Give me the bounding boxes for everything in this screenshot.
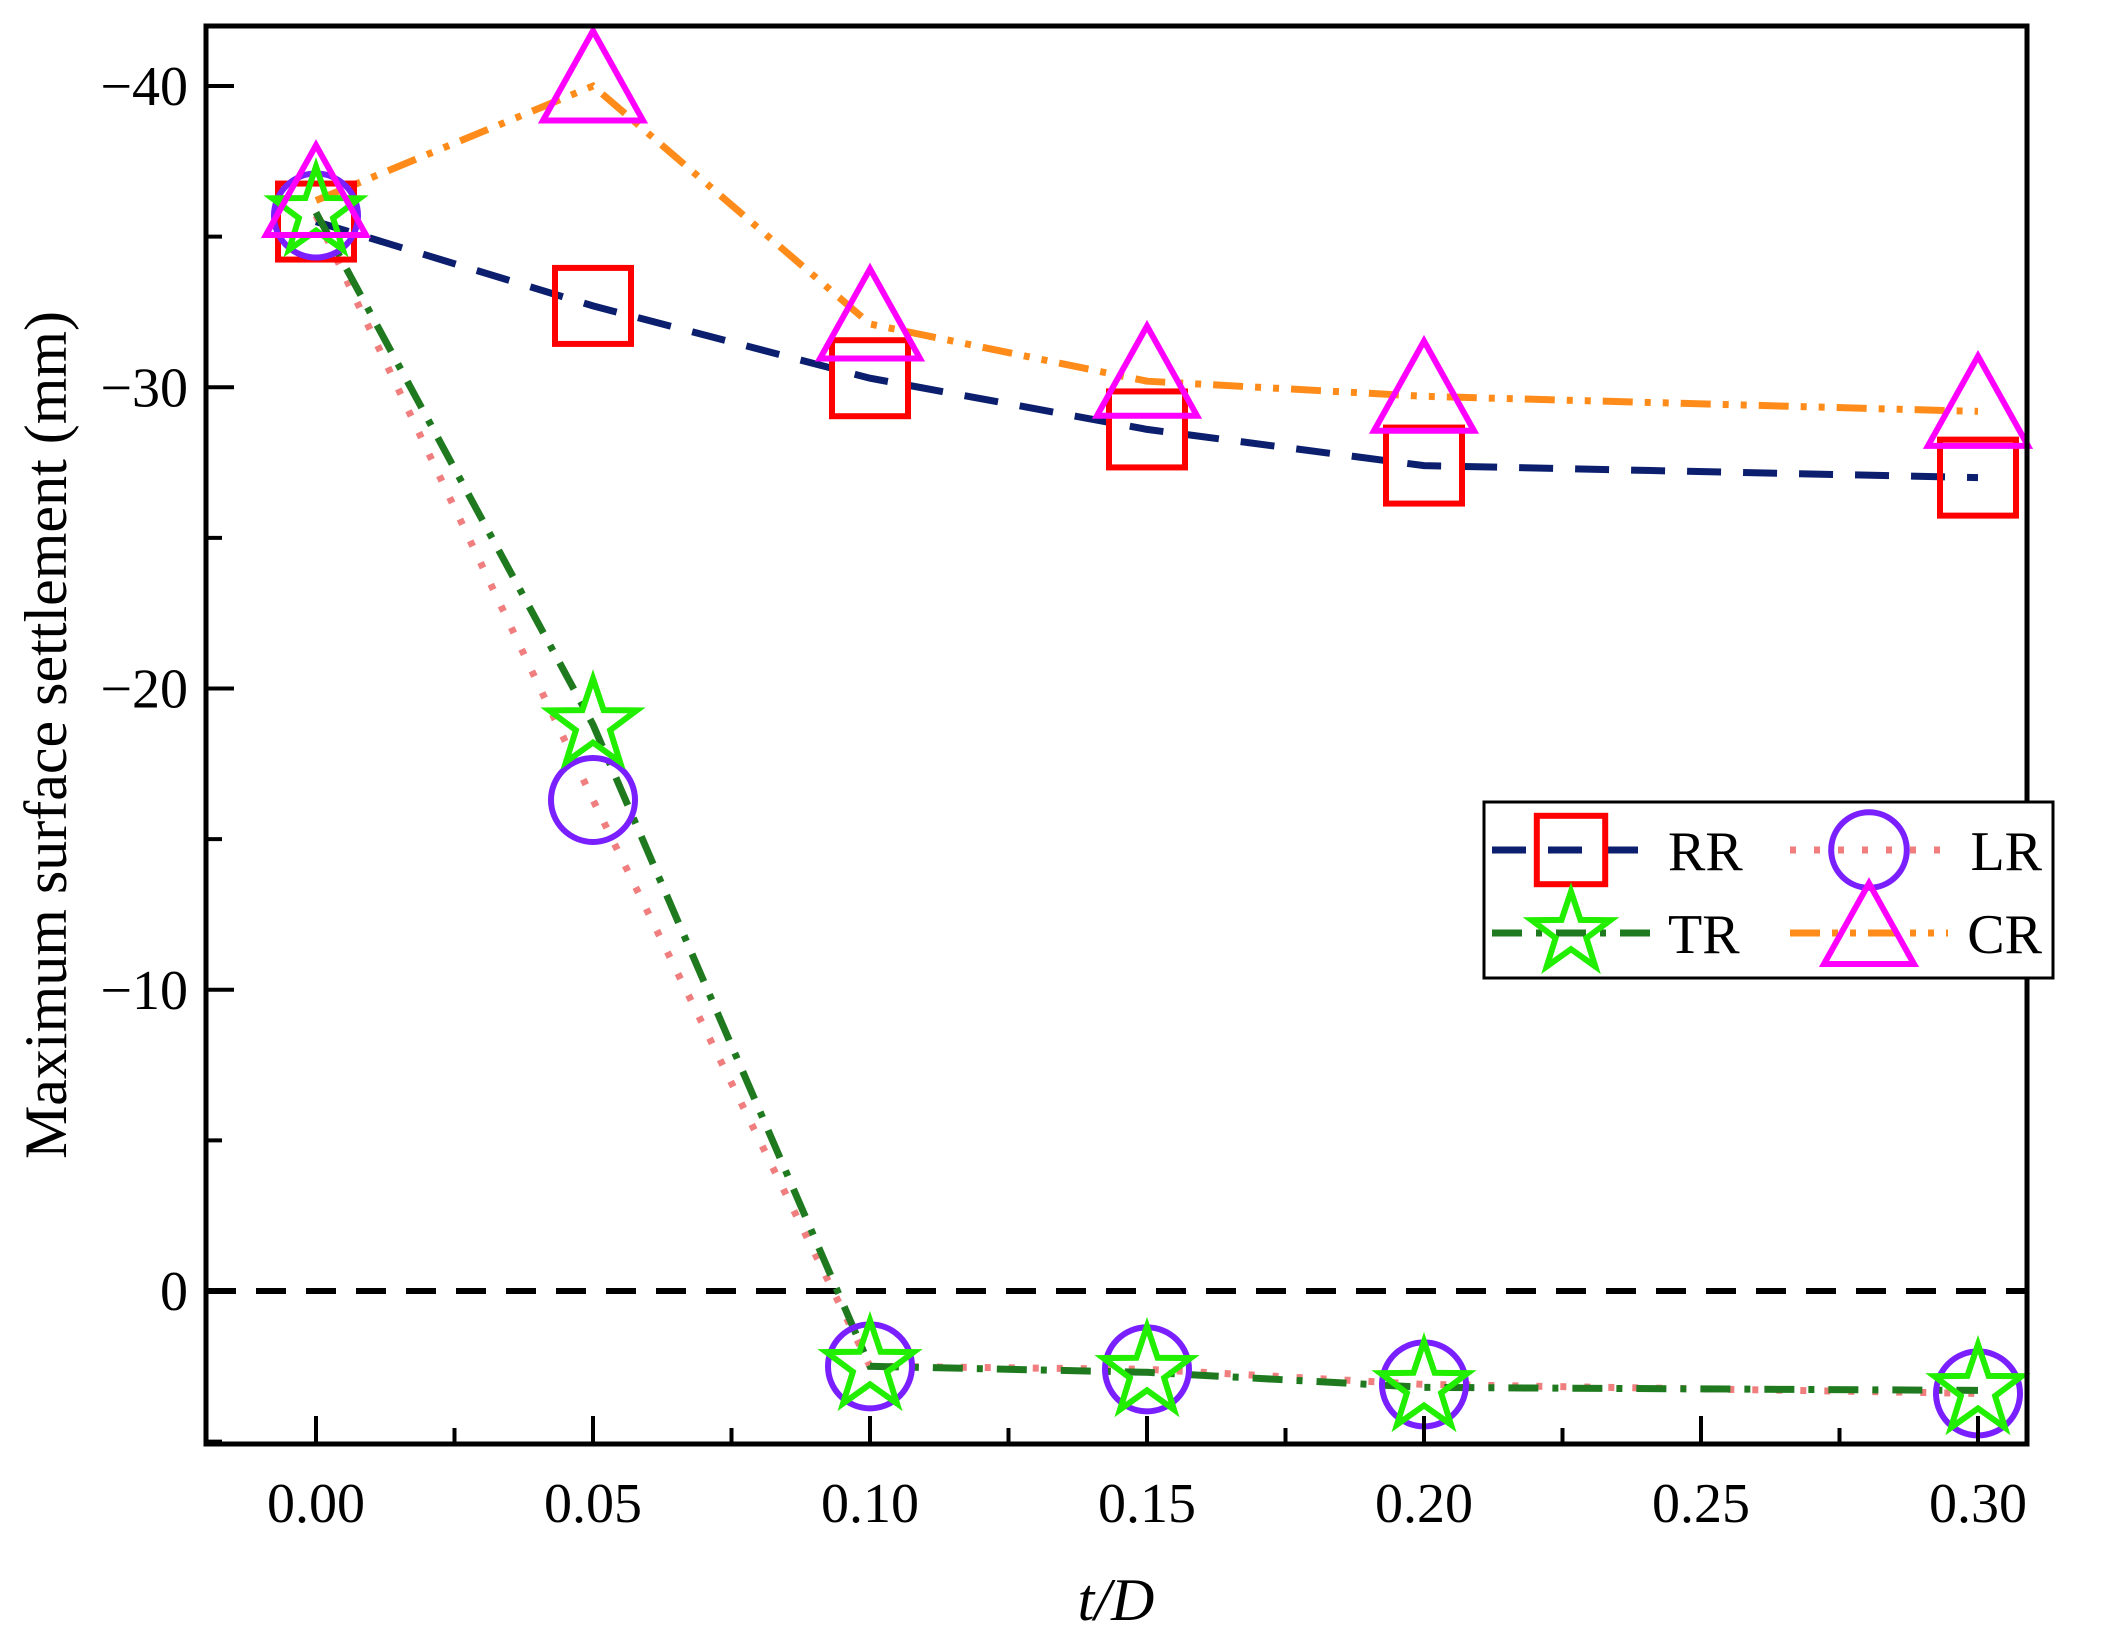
point-rr xyxy=(1937,436,2019,519)
series-line-cr xyxy=(314,81,1979,415)
point-tr xyxy=(1371,1332,1477,1433)
legend-label-rr: RR xyxy=(1668,821,1743,883)
series-layer xyxy=(260,24,2034,1439)
plot-frame xyxy=(203,23,2030,1447)
x-tick-label: 0.20 xyxy=(1375,1473,1473,1535)
legend-label-cr: CR xyxy=(1967,904,2042,966)
point-rr xyxy=(552,264,634,347)
x-axis-title: t/D xyxy=(1078,1567,1155,1633)
point-rr xyxy=(1106,388,1188,471)
point-cr xyxy=(814,262,926,362)
x-tick-label: 0.25 xyxy=(1652,1473,1750,1535)
legend: RR LR TR CR xyxy=(1482,800,2055,980)
series-line-rr xyxy=(314,218,1979,482)
point-tr xyxy=(540,669,646,770)
point-cr xyxy=(1368,334,1480,434)
point-cr xyxy=(1091,319,1203,419)
x-tick-label: 0.00 xyxy=(267,1473,365,1535)
legend-marker-cr xyxy=(1818,877,1920,968)
point-cr xyxy=(537,24,649,124)
point-tr xyxy=(1925,1334,2031,1436)
point-cr xyxy=(260,139,372,238)
y-tick-label: 0 xyxy=(160,1261,188,1323)
y-tick-label: −10 xyxy=(100,960,188,1022)
legend-box xyxy=(1482,800,2055,980)
point-tr xyxy=(817,1310,923,1412)
y-tick-label: −30 xyxy=(100,357,188,419)
y-axis-title: Maximum surface settlement (mm) xyxy=(13,311,79,1159)
y-tick-label: −40 xyxy=(100,56,188,118)
point-cr xyxy=(1922,349,2034,449)
x-tick-label: 0.30 xyxy=(1929,1473,2027,1535)
y-tick-label: −20 xyxy=(100,659,188,721)
legend-label-lr: LR xyxy=(1970,821,2042,883)
x-tick-label: 0.15 xyxy=(1098,1473,1196,1535)
axis-layer: 0.00 0.05 0.10 0.15 0.20 0.25 0.30 −40 −30 −20 −10… xyxy=(100,56,2027,1535)
legend-marker-tr xyxy=(1522,882,1620,975)
series-line-tr xyxy=(312,210,1979,1394)
point-lr xyxy=(548,754,638,845)
point-tr xyxy=(1094,1316,1200,1418)
point-rr xyxy=(829,337,911,420)
x-tick-label: 0.10 xyxy=(821,1473,919,1535)
legend-label-tr: TR xyxy=(1668,904,1740,966)
point-rr xyxy=(1383,424,1465,507)
x-tick-label: 0.05 xyxy=(544,1473,642,1535)
